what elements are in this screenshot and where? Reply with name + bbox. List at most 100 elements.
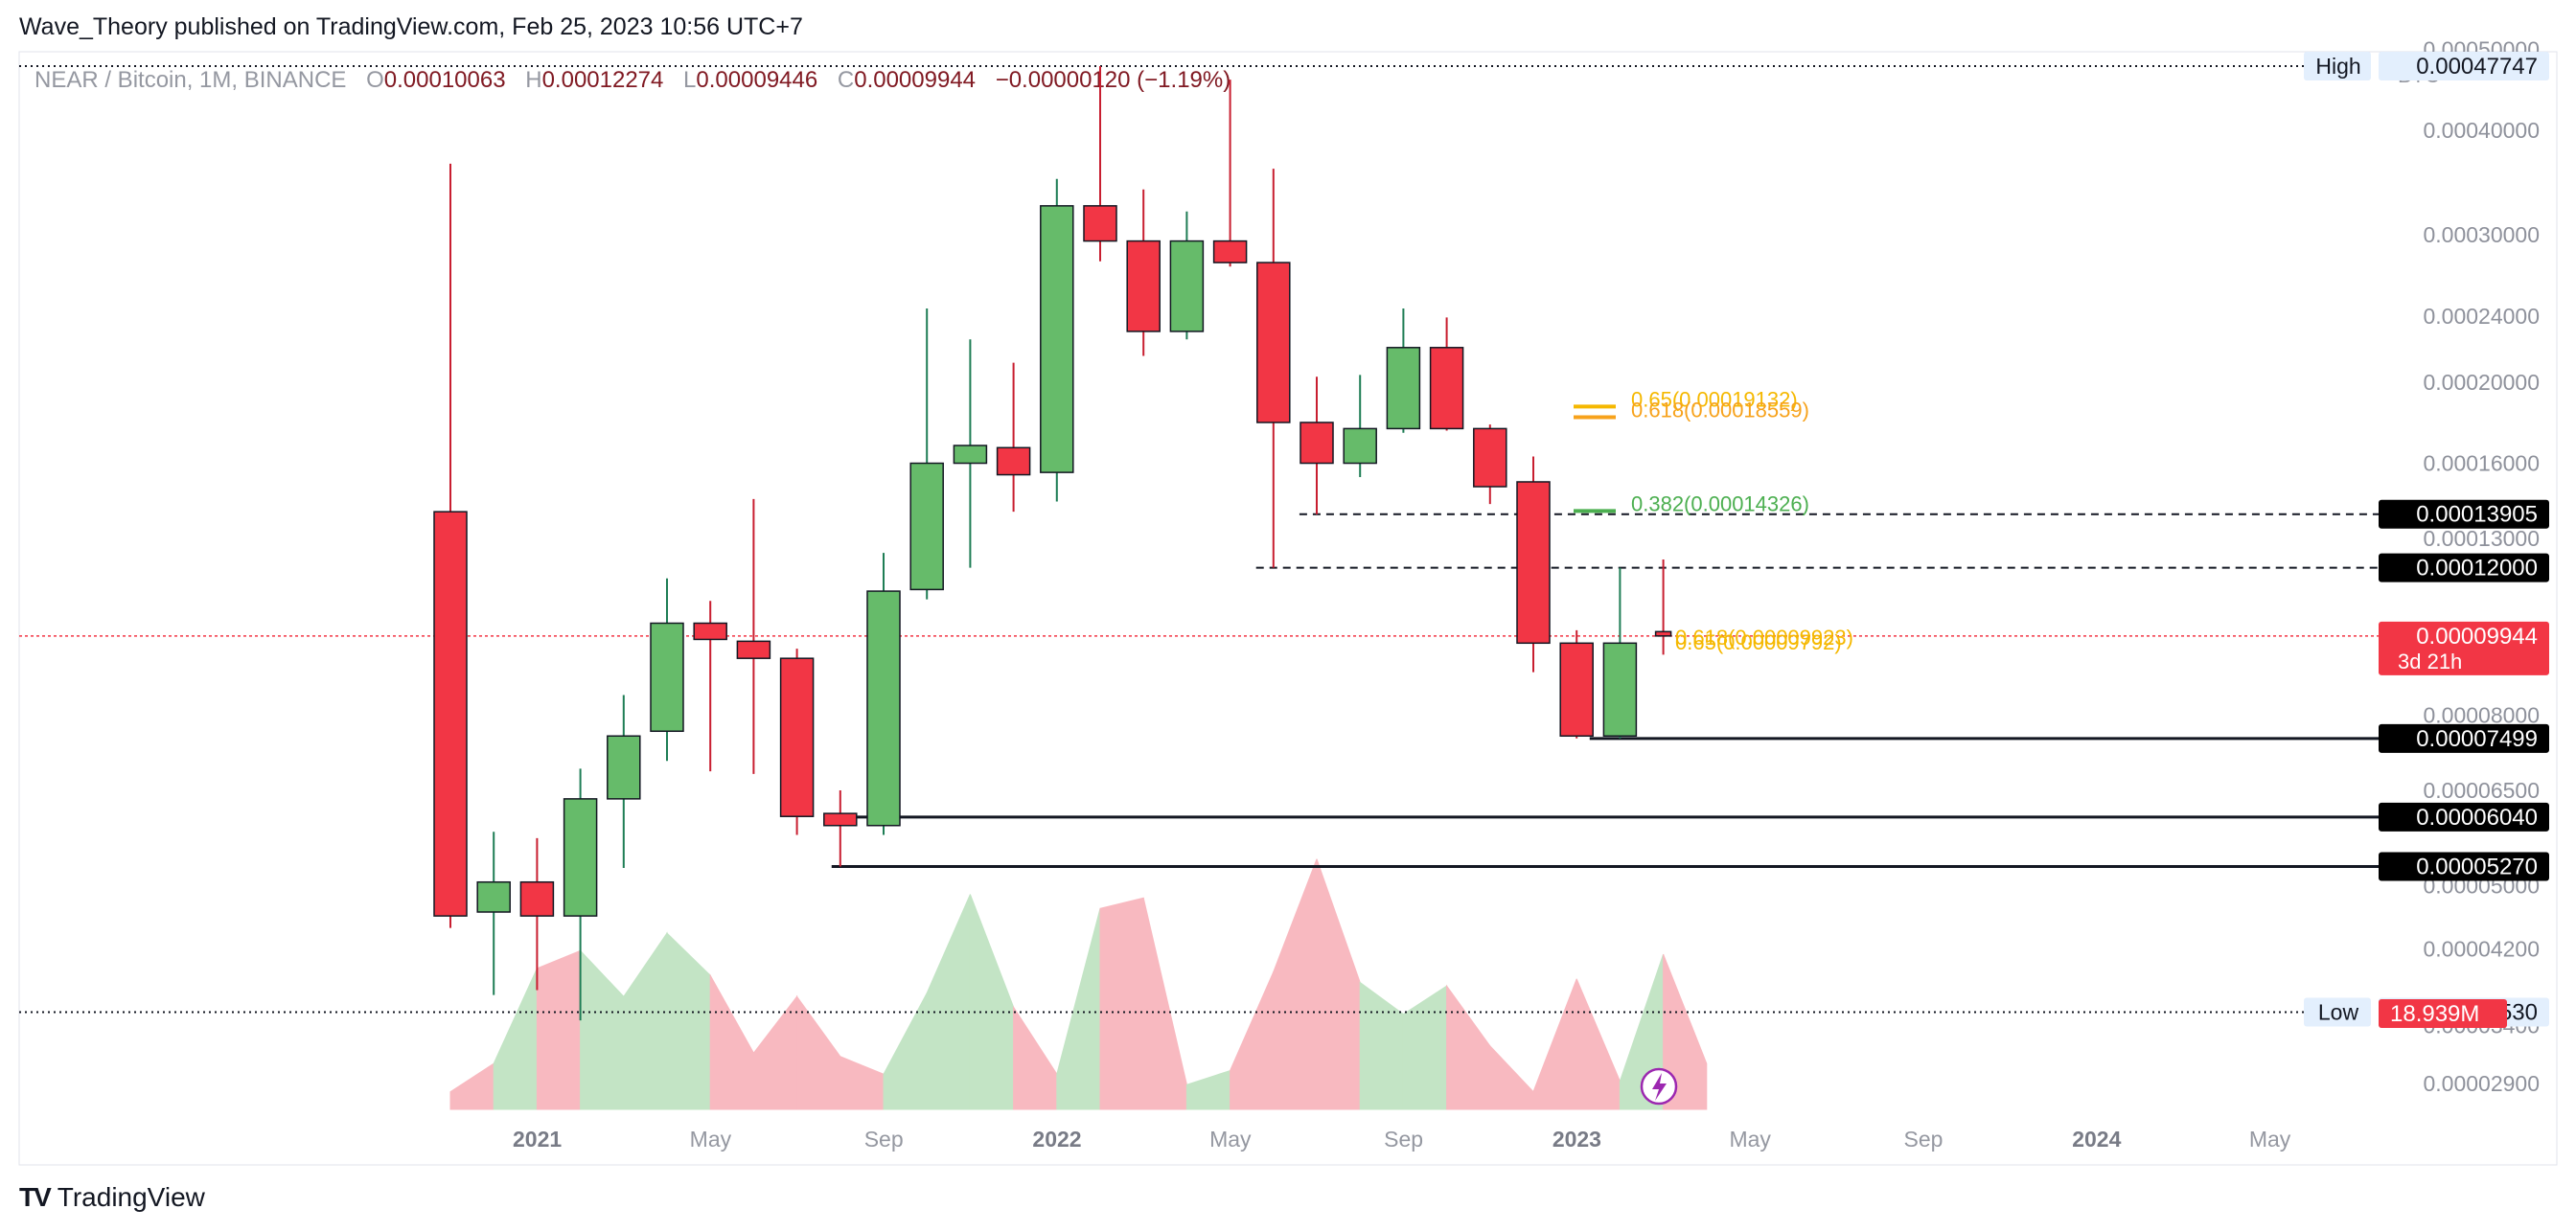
- level-tag-res-1-bg: [2379, 499, 2549, 529]
- volume-segment: [493, 968, 538, 1110]
- level-name-High: High: [2315, 54, 2360, 79]
- level-tag-res-1: 0.00013905: [2416, 502, 2538, 528]
- candle-body: [1654, 630, 1672, 637]
- candle-body: [563, 798, 598, 917]
- symbol-name[interactable]: NEAR / Bitcoin, 1M, BINANCE: [34, 67, 347, 93]
- candle-body: [650, 622, 684, 733]
- x-tick-label: 2023: [1552, 1127, 1601, 1152]
- volume-tag-bg: [2379, 999, 2507, 1028]
- symbol-legend: NEAR / Bitcoin, 1M, BINANCE O0.00010063 …: [34, 67, 1230, 94]
- open-value: 0.00010063: [383, 67, 506, 93]
- level-name-bg: [2304, 997, 2371, 1027]
- volume-segment: [1013, 1005, 1058, 1110]
- x-tick-label: May: [2249, 1127, 2291, 1152]
- low-value: 0.00009446: [696, 67, 818, 93]
- x-tick-label: 2021: [513, 1127, 562, 1152]
- candle-body: [433, 511, 468, 917]
- x-tick-label: Sep: [1904, 1127, 1944, 1152]
- volume-segment: [449, 1062, 494, 1110]
- y-tick-label: 0.00002900: [2423, 1071, 2540, 1096]
- volume-segment: [1489, 1044, 1534, 1110]
- level-tag-High-bg: [2379, 52, 2549, 81]
- level-tag-res-2-bg: [2379, 553, 2549, 582]
- y-tick-label: 0.00004200: [2423, 937, 2540, 962]
- level-tag-sup-3: 0.00005270: [2416, 855, 2538, 880]
- low-label: L: [683, 67, 697, 93]
- last-price-tag-countdown: 3d 21h: [2398, 650, 2462, 673]
- y-tick-label: 0.00024000: [2423, 304, 2540, 329]
- volume-segment: [752, 994, 798, 1110]
- volume-segment: [1359, 981, 1404, 1110]
- volume-segment: [1230, 971, 1275, 1110]
- candle-body: [953, 445, 988, 465]
- brand-name: TradingView: [57, 1182, 205, 1212]
- volume-segment: [969, 894, 1015, 1110]
- volume-segment: [1099, 897, 1144, 1110]
- volume-segment: [883, 992, 928, 1110]
- candle-body: [1602, 642, 1638, 738]
- volume-segment: [1273, 858, 1318, 1110]
- candle-body: [1040, 205, 1074, 473]
- level-tag-sup-2: 0.00006040: [2416, 805, 2538, 831]
- x-tick-label: Sep: [864, 1127, 904, 1152]
- volume-segment: [796, 994, 841, 1110]
- y-tick-label: 0.00040000: [2423, 118, 2540, 143]
- candle-body: [1169, 240, 1205, 332]
- volume-segment: [536, 949, 582, 1110]
- volume-tag: 18.939M: [2390, 1001, 2479, 1027]
- candle-body: [476, 880, 511, 913]
- candle-body: [1083, 205, 1117, 242]
- fib-label: 0.618(0.00018559): [1631, 398, 1809, 422]
- fib-label: 0.65(0.00019132): [1631, 387, 1798, 411]
- level-tag-High: 0.00047747: [2416, 54, 2538, 80]
- candle-body: [1343, 427, 1377, 465]
- volume-segment: [709, 973, 754, 1110]
- open-label: O: [366, 67, 384, 93]
- last-price-tag-bg: [2379, 621, 2549, 675]
- candle-body: [736, 640, 771, 659]
- candle-body: [1256, 262, 1291, 423]
- volume-segment: [1576, 978, 1621, 1110]
- x-tick-label: May: [1729, 1127, 1771, 1152]
- candle-body: [693, 622, 727, 641]
- level-tag-sup-1: 0.00007499: [2416, 726, 2538, 752]
- volume-segment: [840, 1056, 885, 1110]
- x-tick-label: 2022: [1032, 1127, 1081, 1152]
- y-tick-label: 0.00030000: [2423, 222, 2540, 247]
- candle-body: [519, 880, 555, 917]
- candle-body: [779, 657, 815, 817]
- tradingview-logo-icon: TV: [19, 1182, 52, 1212]
- y-tick-label: 0.00016000: [2423, 451, 2540, 476]
- y-tick-label: 0.00020000: [2423, 370, 2540, 395]
- volume-segment: [666, 931, 711, 1110]
- fib-label: 0.382(0.00014326): [1631, 491, 1809, 515]
- candle-body: [1559, 642, 1594, 738]
- candle-body: [1212, 240, 1248, 263]
- candle-body: [909, 462, 944, 591]
- volume-segment: [1056, 908, 1101, 1110]
- lightning-icon: [1640, 1067, 1678, 1106]
- level-tag-sup-3-bg: [2379, 852, 2549, 881]
- last-price-tag: 0.00009944: [2416, 624, 2538, 650]
- volume-segment: [1532, 978, 1577, 1110]
- x-tick-label: May: [1209, 1127, 1252, 1152]
- level-name-bg: [2304, 52, 2371, 81]
- x-tick-label: 2024: [2072, 1127, 2121, 1152]
- candle-body: [1473, 427, 1507, 488]
- x-tick-label: Sep: [1384, 1127, 1423, 1152]
- y-tick-label: 0.00008000: [2423, 702, 2540, 727]
- candle-body: [996, 446, 1031, 476]
- publish-info: Wave_Theory published on TradingView.com…: [19, 13, 803, 40]
- volume-segment: [1316, 858, 1361, 1110]
- candle-body: [1300, 422, 1334, 465]
- volume-segment: [623, 931, 668, 1110]
- tradingview-brand[interactable]: TV TradingView: [19, 1182, 205, 1213]
- candle-body: [866, 590, 901, 827]
- y-tick-label: 0.00006500: [2423, 778, 2540, 803]
- candle-body: [823, 812, 858, 827]
- volume-segment: [926, 894, 971, 1110]
- fib-label: 0.65(0.00009792): [1675, 630, 1842, 654]
- x-tick-label: May: [690, 1127, 732, 1152]
- fib-label: 0.618(0.00009923): [1675, 626, 1853, 650]
